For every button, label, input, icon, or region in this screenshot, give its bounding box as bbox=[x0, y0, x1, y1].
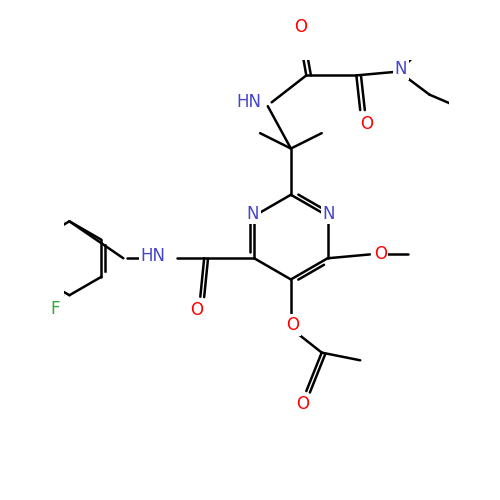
Text: N: N bbox=[395, 60, 407, 78]
Text: O: O bbox=[190, 301, 203, 319]
Text: N: N bbox=[323, 204, 336, 222]
Text: O: O bbox=[374, 246, 387, 264]
Text: N: N bbox=[246, 204, 259, 222]
Text: O: O bbox=[286, 316, 299, 334]
Text: O: O bbox=[360, 115, 373, 133]
Text: O: O bbox=[296, 395, 309, 413]
Text: HN: HN bbox=[236, 94, 262, 112]
Text: O: O bbox=[294, 18, 306, 36]
Text: F: F bbox=[50, 300, 60, 318]
Text: HN: HN bbox=[140, 247, 166, 265]
